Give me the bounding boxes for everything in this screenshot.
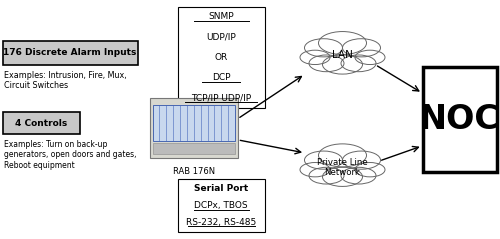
- Text: UDP/IP: UDP/IP: [206, 33, 236, 42]
- FancyBboxPatch shape: [152, 143, 235, 154]
- Circle shape: [341, 167, 376, 184]
- Text: SNMP: SNMP: [208, 12, 234, 21]
- FancyBboxPatch shape: [422, 67, 496, 172]
- Text: Serial Port: Serial Port: [194, 184, 248, 193]
- Text: RAB 176N: RAB 176N: [172, 167, 215, 176]
- Circle shape: [341, 55, 376, 72]
- FancyBboxPatch shape: [2, 112, 80, 134]
- Text: DCPx, TBOS: DCPx, TBOS: [194, 201, 248, 210]
- Circle shape: [342, 151, 380, 169]
- Circle shape: [304, 39, 343, 57]
- Circle shape: [355, 163, 385, 177]
- Circle shape: [355, 50, 385, 65]
- Circle shape: [300, 50, 330, 65]
- FancyBboxPatch shape: [2, 41, 138, 65]
- Text: RS-232, RS-485: RS-232, RS-485: [186, 218, 256, 227]
- Text: DCP: DCP: [212, 73, 231, 82]
- Text: Examples: Turn on back-up
generators, open doors and gates,
Reboot equipment: Examples: Turn on back-up generators, op…: [4, 140, 136, 170]
- Text: 176 Discrete Alarm Inputs: 176 Discrete Alarm Inputs: [4, 48, 136, 57]
- Text: Private Line
Network: Private Line Network: [317, 158, 368, 177]
- Circle shape: [342, 39, 380, 57]
- Circle shape: [309, 167, 344, 184]
- Text: OR: OR: [214, 53, 228, 62]
- FancyBboxPatch shape: [178, 179, 265, 232]
- Circle shape: [304, 151, 343, 169]
- Circle shape: [322, 55, 362, 74]
- Circle shape: [300, 163, 330, 177]
- Text: TCP/IP UDP/IP: TCP/IP UDP/IP: [191, 93, 252, 103]
- FancyBboxPatch shape: [178, 7, 265, 108]
- FancyBboxPatch shape: [152, 105, 235, 141]
- Circle shape: [309, 55, 344, 72]
- Circle shape: [318, 32, 366, 54]
- Text: Examples: Intrusion, Fire, Mux,
Circuit Switches: Examples: Intrusion, Fire, Mux, Circuit …: [4, 71, 126, 90]
- FancyBboxPatch shape: [150, 98, 238, 158]
- Text: LAN: LAN: [332, 50, 353, 60]
- Circle shape: [318, 144, 366, 167]
- Text: NOC: NOC: [419, 103, 500, 136]
- Circle shape: [322, 167, 362, 186]
- Text: 4 Controls: 4 Controls: [15, 119, 68, 128]
